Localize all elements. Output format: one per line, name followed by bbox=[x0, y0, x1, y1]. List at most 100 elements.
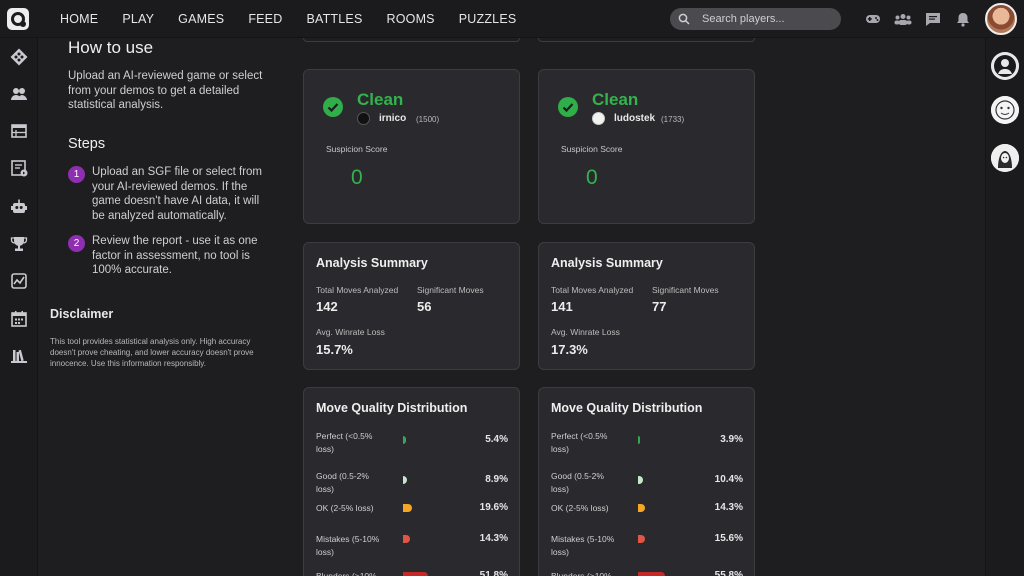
quality-label: Good (0.5-2% loss) bbox=[551, 471, 604, 494]
player-name[interactable]: irnico bbox=[379, 113, 407, 124]
search-box bbox=[670, 8, 841, 30]
check-icon bbox=[558, 97, 578, 117]
nav-games[interactable]: GAMES bbox=[178, 12, 225, 26]
gamepad-icon[interactable] bbox=[864, 10, 882, 28]
quality-bar bbox=[403, 436, 406, 444]
nav-feed[interactable]: FEED bbox=[248, 12, 283, 26]
quality-label: OK (2-5% loss) bbox=[551, 503, 609, 513]
white-stone-icon bbox=[592, 112, 605, 125]
analysis-summary-card: Analysis Summary Total Moves Analyzed 141 S… bbox=[538, 242, 755, 370]
quality-row: Good (0.5-2% loss) 10.4% bbox=[551, 470, 743, 498]
ladders-icon[interactable] bbox=[10, 159, 28, 177]
calendar-icon[interactable] bbox=[10, 310, 28, 328]
stat-label: Total Moves Analyzed bbox=[551, 285, 634, 295]
quality-label: Perfect (<0.5% loss) bbox=[316, 431, 373, 454]
quality-bar bbox=[638, 476, 643, 484]
quality-label: Blunders (>10% loss) bbox=[551, 571, 612, 576]
left-sidebar bbox=[0, 38, 38, 576]
quality-bar bbox=[638, 535, 645, 543]
significant-moves-value: 56 bbox=[417, 299, 432, 314]
quality-bar bbox=[403, 504, 412, 512]
nav-puzzles[interactable]: PUZZLES bbox=[458, 12, 517, 26]
chat-icon[interactable] bbox=[924, 10, 942, 28]
verdict-card: Clean ludostek (1733) Suspicion Score 0 bbox=[538, 69, 755, 224]
stat-label: Avg. Winrate Loss bbox=[316, 327, 385, 337]
analysis-icon[interactable] bbox=[10, 272, 28, 290]
card-title: Analysis Summary bbox=[551, 256, 663, 270]
winrate-loss-value: 17.3% bbox=[551, 342, 588, 357]
tournaments-icon[interactable] bbox=[10, 122, 28, 140]
robot-icon[interactable] bbox=[10, 198, 28, 216]
black-stone-icon bbox=[357, 112, 370, 125]
search-icon bbox=[678, 13, 690, 25]
quality-percent: 15.6% bbox=[714, 533, 743, 544]
quality-percent: 3.9% bbox=[720, 434, 743, 445]
step-number: 2 bbox=[68, 235, 85, 252]
quality-row: Mistakes (5-10% loss) 14.3% bbox=[316, 533, 508, 561]
quality-label: Good (0.5-2% loss) bbox=[316, 471, 369, 494]
suspicion-score: 0 bbox=[351, 166, 363, 189]
stat-label: Total Moves Analyzed bbox=[316, 285, 399, 295]
friend-avatar[interactable] bbox=[991, 96, 1019, 124]
nav-home[interactable]: HOME bbox=[60, 12, 99, 26]
trophy-icon[interactable] bbox=[10, 235, 28, 253]
players-icon[interactable] bbox=[10, 85, 28, 103]
nav-links: HOME PLAY GAMES FEED BATTLES ROOMS PUZZL… bbox=[60, 0, 540, 38]
friend-avatar[interactable] bbox=[991, 144, 1019, 172]
quality-percent: 14.3% bbox=[479, 533, 508, 544]
group-icon[interactable] bbox=[894, 10, 912, 28]
analysis-summary-card: Analysis Summary Total Moves Analyzed 142 S… bbox=[303, 242, 520, 370]
player-rank: (1733) bbox=[661, 115, 685, 124]
disclaimer-text: This tool provides statistical analysis … bbox=[50, 337, 254, 368]
quality-bar bbox=[403, 535, 410, 543]
steps-title: Steps bbox=[68, 136, 106, 152]
quality-bar bbox=[403, 572, 428, 576]
nav-rooms[interactable]: ROOMS bbox=[386, 12, 435, 26]
quality-percent: 10.4% bbox=[714, 474, 743, 485]
stat-label: Significant Moves bbox=[652, 285, 719, 295]
go-stones-icon[interactable] bbox=[10, 48, 28, 66]
quality-label: Perfect (<0.5% loss) bbox=[551, 431, 608, 454]
player-rank: (1500) bbox=[416, 115, 440, 124]
quality-bar bbox=[403, 476, 407, 484]
library-icon[interactable] bbox=[10, 347, 28, 365]
how-to-use-description: Upload an AI-reviewed game or select fro… bbox=[68, 70, 263, 111]
suspicion-label: Suspicion Score bbox=[326, 144, 388, 154]
bell-icon[interactable] bbox=[954, 10, 972, 28]
quality-row: OK (2-5% loss) 19.6% bbox=[316, 502, 508, 530]
quality-bar bbox=[638, 504, 645, 512]
suspicion-score: 0 bbox=[586, 166, 598, 189]
suspicion-label: Suspicion Score bbox=[561, 144, 623, 154]
quality-bar bbox=[638, 572, 665, 576]
nav-battles[interactable]: BATTLES bbox=[306, 12, 363, 26]
step-text: Review the report - use it as one factor… bbox=[92, 235, 258, 276]
quality-percent: 5.4% bbox=[485, 434, 508, 445]
winrate-loss-value: 15.7% bbox=[316, 342, 353, 357]
quality-row: Mistakes (5-10% loss) 15.6% bbox=[551, 533, 743, 561]
site-logo[interactable] bbox=[7, 8, 29, 30]
verdict-card: Clean irnico (1500) Suspicion Score 0 bbox=[303, 69, 520, 224]
card-title: Move Quality Distribution bbox=[316, 401, 468, 415]
quality-percent: 8.9% bbox=[485, 474, 508, 485]
card-edge bbox=[303, 38, 520, 42]
top-nav: HOME PLAY GAMES FEED BATTLES ROOMS PUZZL… bbox=[0, 0, 1024, 38]
disclaimer-title: Disclaimer bbox=[50, 307, 114, 321]
nav-play[interactable]: PLAY bbox=[122, 12, 155, 26]
stat-label: Avg. Winrate Loss bbox=[551, 327, 620, 337]
player-name[interactable]: ludostek bbox=[614, 113, 656, 124]
quality-label: Blunders (>10% loss) bbox=[316, 571, 377, 576]
how-to-use-title: How to use bbox=[68, 38, 154, 57]
search-input[interactable] bbox=[702, 11, 832, 27]
quality-row: Blunders (>10% loss) 51.8% bbox=[316, 570, 508, 576]
step-number: 1 bbox=[68, 166, 85, 183]
user-avatar[interactable] bbox=[985, 3, 1017, 35]
friend-avatar[interactable] bbox=[991, 52, 1019, 80]
card-title: Move Quality Distribution bbox=[551, 401, 703, 415]
stat-label: Significant Moves bbox=[417, 285, 484, 295]
card-title: Analysis Summary bbox=[316, 256, 428, 270]
card-edge bbox=[538, 38, 755, 42]
quality-label: Mistakes (5-10% loss) bbox=[551, 534, 615, 557]
quality-row: Blunders (>10% loss) 55.8% bbox=[551, 570, 743, 576]
quality-percent: 51.8% bbox=[479, 570, 508, 576]
step-text: Upload an SGF file or select from your A… bbox=[92, 166, 263, 222]
